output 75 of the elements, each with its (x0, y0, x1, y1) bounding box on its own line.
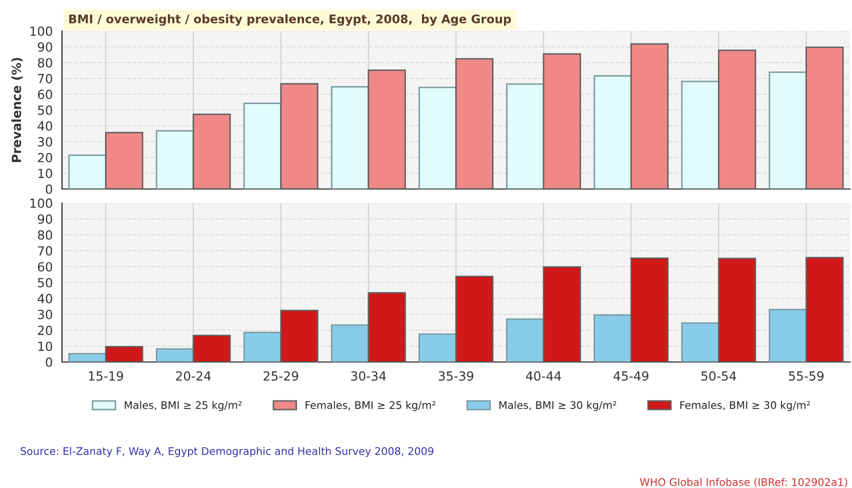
x-tick-label: 40-44 (526, 371, 562, 381)
y-tick-label: 90 (38, 214, 52, 224)
y-tick-label: 90 (38, 42, 52, 52)
bar (630, 257, 669, 362)
bar (368, 292, 406, 362)
bar (542, 266, 582, 362)
y-tick-label: 60 (38, 262, 52, 272)
bar (506, 318, 544, 362)
legend-label: Males, BMI ≥ 25 kg/m² (124, 400, 242, 412)
bar (330, 324, 370, 362)
text: WHO Global Infobase (IBRef: 102902a1) (640, 478, 848, 488)
y-tick-label: 40 (38, 121, 52, 131)
bar (768, 308, 807, 362)
legend-label: Females, BMI ≥ 30 kg/m² (680, 400, 810, 412)
y-tick-label: 100 (30, 26, 52, 36)
bar (455, 276, 494, 362)
bar (681, 80, 720, 189)
y-tick-label: 10 (38, 168, 52, 178)
bar (68, 353, 106, 362)
bar (806, 46, 844, 189)
bar (594, 314, 632, 362)
y-tick-label: 0 (46, 184, 52, 194)
legend-label: Males, BMI ≥ 30 kg/m² (499, 400, 616, 412)
y-tick-label: 70 (38, 246, 52, 256)
x-tick-label: 45-49 (614, 371, 648, 381)
bar (105, 132, 144, 189)
bar (280, 83, 318, 189)
x-tick-label: 35-39 (438, 371, 474, 381)
bar (418, 86, 457, 189)
bar (506, 83, 544, 189)
y-tick-label: 60 (38, 90, 52, 100)
x-tick-label: 50-54 (701, 371, 736, 381)
bar (156, 348, 194, 362)
y-tick-label: 30 (38, 310, 52, 320)
x-tick-label: 20-24 (176, 371, 211, 381)
x-tick-label: 25-29 (264, 371, 298, 381)
bar (455, 58, 494, 189)
y-tick-label: 50 (38, 278, 52, 288)
bar (192, 114, 231, 189)
bar (806, 256, 844, 362)
y-tick-label: 50 (38, 105, 52, 115)
bar (718, 50, 756, 189)
y-tick-label: 30 (38, 137, 52, 147)
bar (542, 53, 582, 189)
legend-label: Females, BMI ≥ 25 kg/m² (306, 400, 436, 412)
bar (243, 102, 282, 189)
x-tick-label: 15-19 (88, 371, 124, 381)
bar (156, 130, 194, 189)
y-tick-label: 80 (38, 58, 52, 68)
bar (418, 333, 457, 362)
bar (243, 332, 282, 362)
y-tick-label: 100 (30, 198, 52, 208)
bar (192, 334, 231, 362)
y-tick-label: 70 (38, 74, 52, 84)
bar (681, 322, 720, 362)
x-tick-label: 55-59 (789, 371, 824, 381)
y-tick-label: 80 (38, 230, 52, 240)
y-tick-label: 0 (46, 357, 52, 367)
x-tick-label: 30-34 (351, 371, 386, 381)
bar (330, 86, 370, 189)
y-tick-label: 10 (38, 342, 52, 352)
y-axis-title: Prevalence (%) (11, 58, 23, 162)
y-tick-label: 40 (38, 294, 52, 304)
bar (68, 154, 106, 189)
bar (594, 75, 632, 189)
bar (368, 69, 406, 189)
bar (768, 72, 807, 189)
chart-title: BMI / overweight / obesity prevalence, Egypt, 2008, by Age Group (69, 14, 511, 26)
y-tick-label: 20 (38, 152, 52, 162)
bar (718, 258, 756, 362)
bar (280, 310, 318, 362)
source-note: Source: El-Zanaty F, Way A, Egypt Demographic and Health Survey 2008, 2009 (20, 446, 434, 458)
bar (105, 346, 144, 362)
bar (630, 43, 669, 189)
y-tick-label: 20 (38, 326, 52, 336)
